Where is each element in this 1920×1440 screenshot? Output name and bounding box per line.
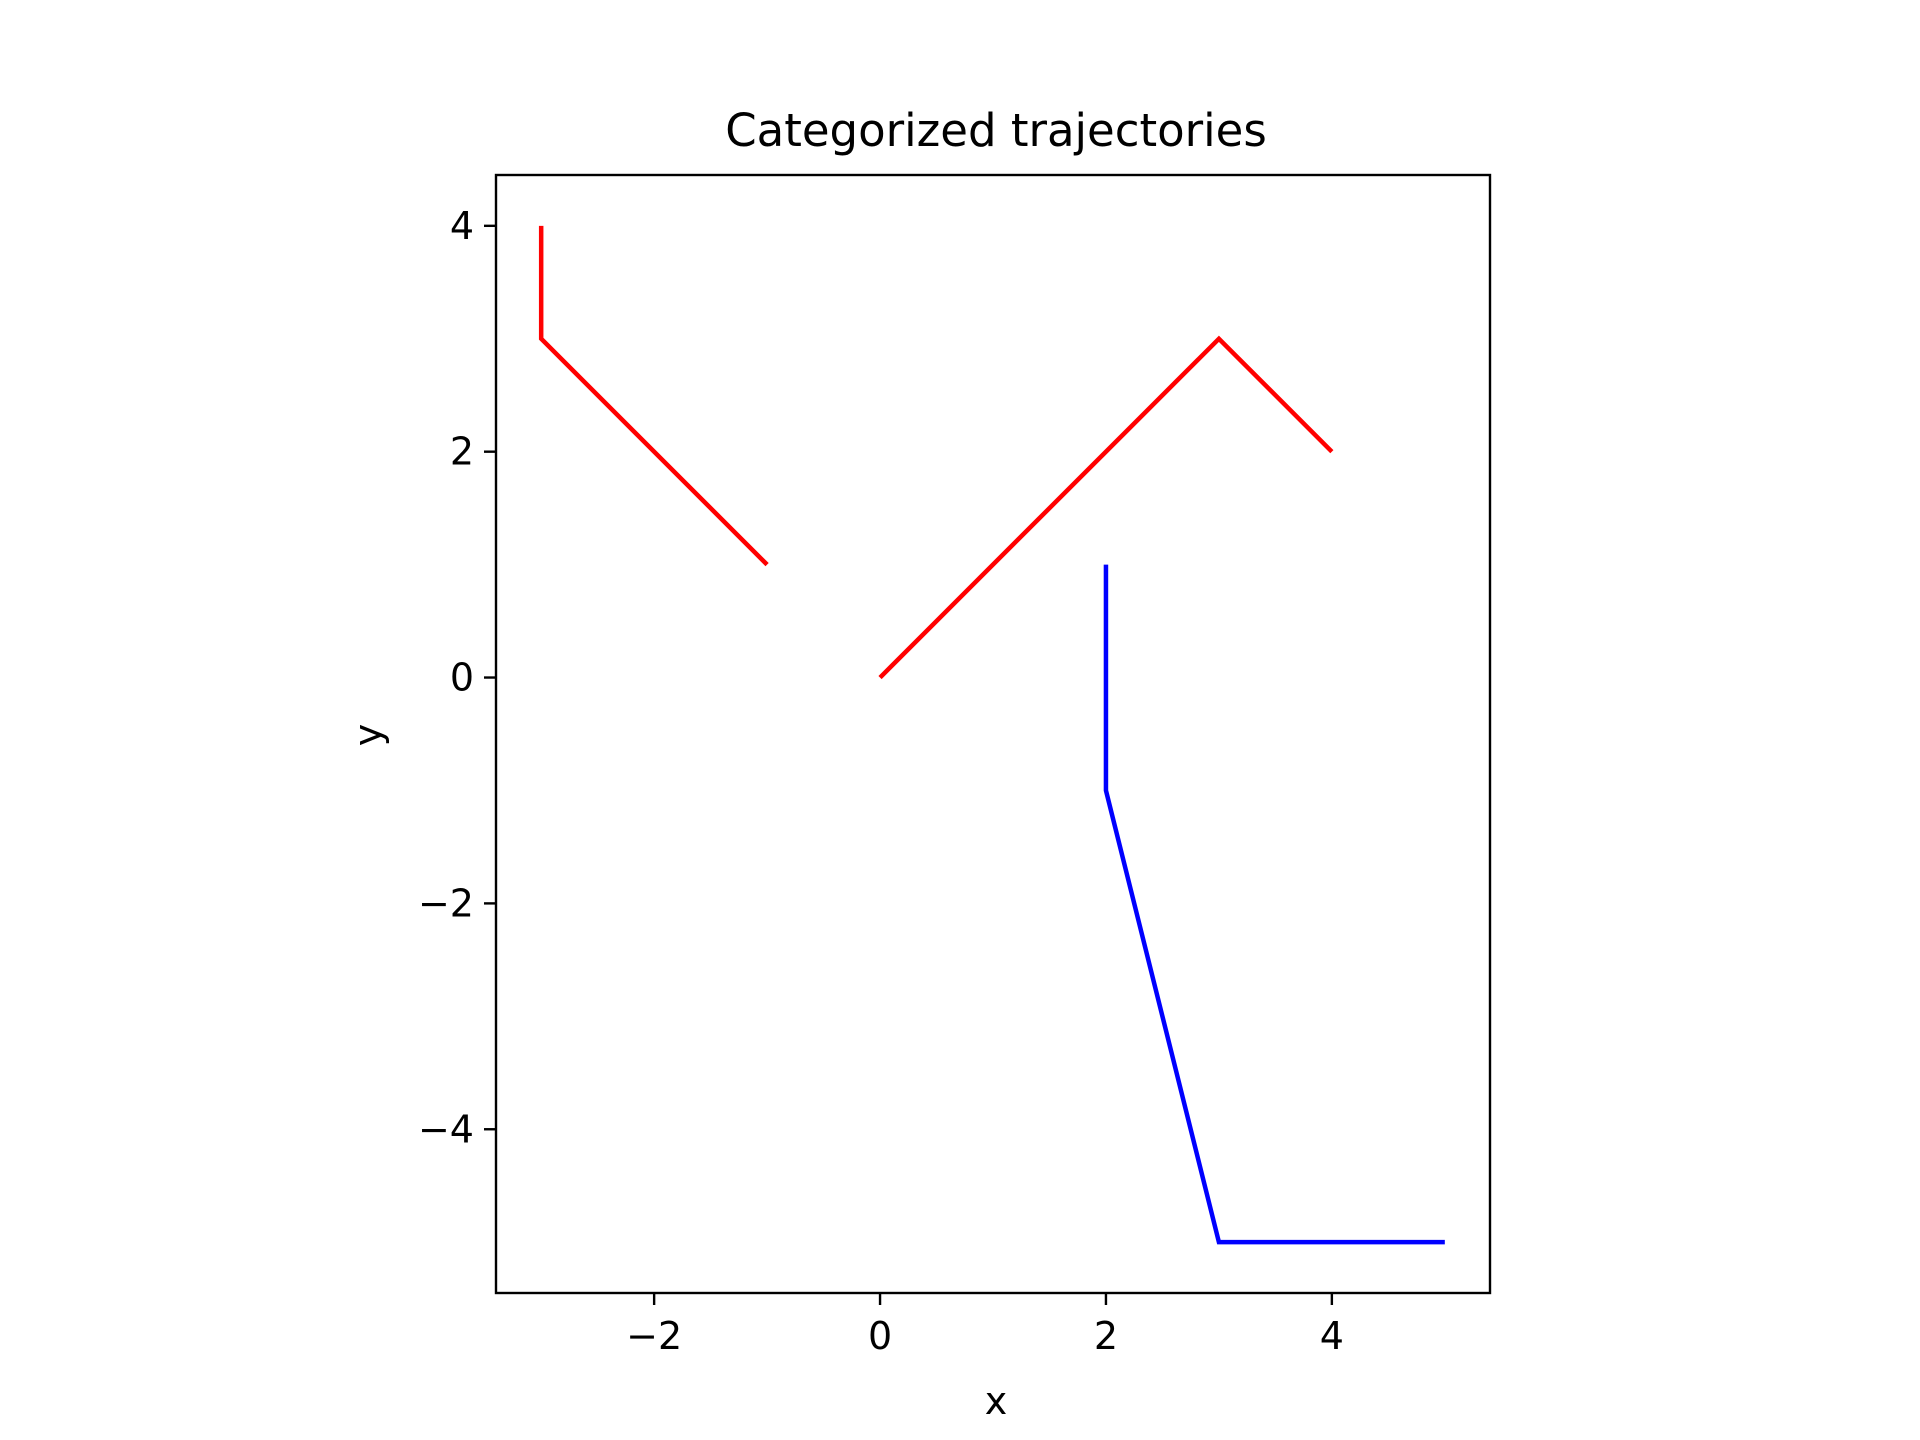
- x-tick-label: −2: [626, 1314, 682, 1358]
- y-tick-label: 0: [450, 656, 474, 700]
- y-ticks: −4 −2 0 2 4: [418, 204, 496, 1151]
- chart-title: Categorized trajectories: [725, 104, 1267, 157]
- y-tick-label: 4: [450, 204, 474, 248]
- series-group: [538, 225, 1445, 1245]
- x-tick-label: 2: [1094, 1314, 1118, 1358]
- x-tick-label: 4: [1320, 1314, 1344, 1358]
- x-tick-label: 0: [868, 1314, 892, 1358]
- y-tick-label: −2: [418, 881, 474, 925]
- series-line-2: [878, 335, 1334, 680]
- y-axis-label: y: [346, 724, 390, 747]
- series-line-3: [1103, 564, 1445, 1245]
- series-line-1: [538, 225, 769, 567]
- y-tick-label: −4: [418, 1107, 474, 1151]
- y-tick-label: 2: [450, 430, 474, 474]
- x-ticks: −2 0 2 4: [626, 1293, 1344, 1358]
- x-axis-label: x: [985, 1379, 1008, 1423]
- axes-frame: [494, 173, 1492, 1295]
